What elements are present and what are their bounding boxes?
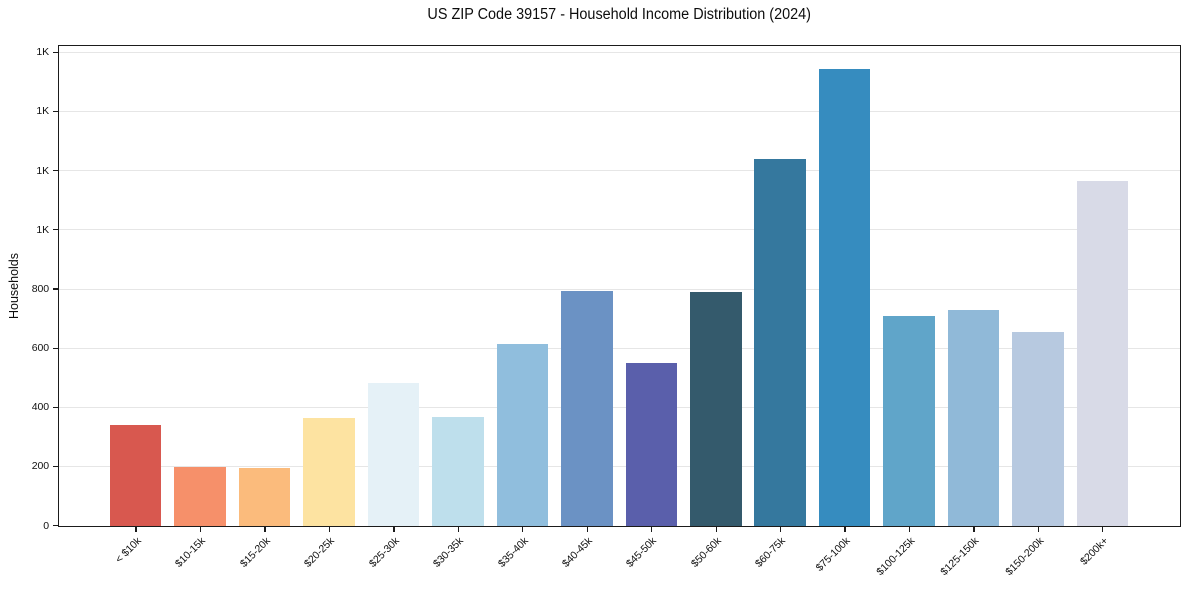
x-tick-label-text: $150-200k — [1002, 535, 1046, 578]
bar-20-25k — [303, 418, 355, 526]
bar-30-35k — [432, 417, 484, 526]
y-tick-mark — [53, 288, 58, 290]
x-tick-mark — [715, 527, 717, 532]
x-tick-label-text: $10-15k — [173, 535, 209, 570]
y-tick-label: 800 — [31, 282, 49, 295]
gridline-y-1200 — [59, 170, 1180, 172]
chart-title: US ZIP Code 39157 - Household Income Dis… — [58, 6, 1181, 24]
gridline-y-400 — [59, 406, 1180, 408]
x-tick-mark — [135, 527, 137, 532]
x-tick-label-text: $200k+ — [1077, 535, 1111, 568]
x-tick-label-text: $35-40k — [495, 535, 531, 570]
y-tick-label: 1K — [36, 223, 49, 236]
gridline-y-1400 — [59, 111, 1180, 113]
x-tick-label-text: $25-30k — [366, 535, 402, 570]
y-tick-label: 0 — [43, 519, 49, 532]
bar-60-75k — [754, 159, 806, 526]
x-tick-label-text: < $10k — [113, 535, 144, 566]
y-tick-label: 1K — [36, 105, 49, 118]
x-tick-label-text: $45-50k — [624, 535, 660, 570]
bar-200k — [1076, 181, 1129, 526]
gridline-y-800 — [59, 288, 1180, 290]
x-tick-mark — [199, 527, 202, 532]
bar-15-20k — [238, 468, 291, 526]
y-tick-mark — [53, 525, 58, 527]
y-tick-mark — [53, 347, 58, 349]
bar-45-50k — [625, 363, 678, 526]
x-tick-label-text: $20-25k — [302, 535, 337, 570]
y-tick-mark — [53, 170, 58, 172]
y-tick-label: 200 — [31, 460, 49, 473]
x-tick-mark — [973, 527, 975, 532]
bar-35-40k — [496, 344, 549, 526]
gridline-y-200 — [59, 466, 1180, 468]
bar-75-100k — [818, 69, 871, 526]
bar-100-125k — [883, 315, 935, 526]
x-tick-mark — [586, 527, 588, 532]
gridline-y-600 — [59, 347, 1180, 349]
y-tick-label: 400 — [31, 401, 49, 414]
x-tick-mark — [1102, 527, 1104, 532]
x-tick-mark — [522, 527, 524, 532]
y-tick-mark — [53, 229, 58, 231]
bar-25-30k — [367, 382, 420, 526]
x-tick-label-text: $125-150k — [938, 535, 982, 578]
x-tick-mark — [1037, 527, 1040, 532]
x-tick-mark — [780, 527, 782, 532]
x-tick-mark — [393, 527, 395, 532]
y-tick-label: 1K — [36, 46, 49, 59]
x-tick-mark — [908, 527, 911, 532]
x-tick-label-text: $40-45k — [559, 535, 595, 570]
x-tick-label-text: $50-60k — [688, 535, 724, 570]
x-tick-mark — [328, 527, 331, 532]
x-tick-mark — [457, 527, 459, 532]
y-tick-mark — [53, 110, 58, 113]
bar-40-45k — [561, 290, 613, 526]
x-tick-label-text: $30-35k — [431, 535, 466, 570]
y-tick-mark — [53, 51, 58, 53]
y-tick-mark — [53, 465, 58, 468]
y-tick-label: 600 — [31, 342, 49, 355]
bar-150-200k — [1012, 332, 1064, 526]
gridline-y-1000 — [59, 229, 1180, 231]
x-tick-label-text: $15-20k — [237, 535, 273, 570]
x-tick-label-text: $60-75k — [753, 535, 789, 570]
plot-area — [58, 45, 1181, 527]
y-tick-label: 1K — [36, 164, 49, 177]
x-tick-mark — [844, 527, 846, 532]
bar-10k — [109, 425, 162, 526]
x-tick-label-text: $100-125k — [874, 535, 918, 578]
bar-50-60k — [689, 292, 742, 526]
bar-10-15k — [174, 466, 226, 526]
x-tick-mark — [651, 527, 653, 532]
y-tick-mark — [53, 406, 58, 408]
x-tick-label-text: $75-100k — [813, 535, 853, 574]
chart-title-text: US ZIP Code 39157 - Household Income Dis… — [427, 6, 812, 23]
bar-125-150k — [947, 310, 1000, 526]
gridline-y-1600 — [59, 51, 1180, 53]
x-tick-mark — [264, 527, 266, 532]
